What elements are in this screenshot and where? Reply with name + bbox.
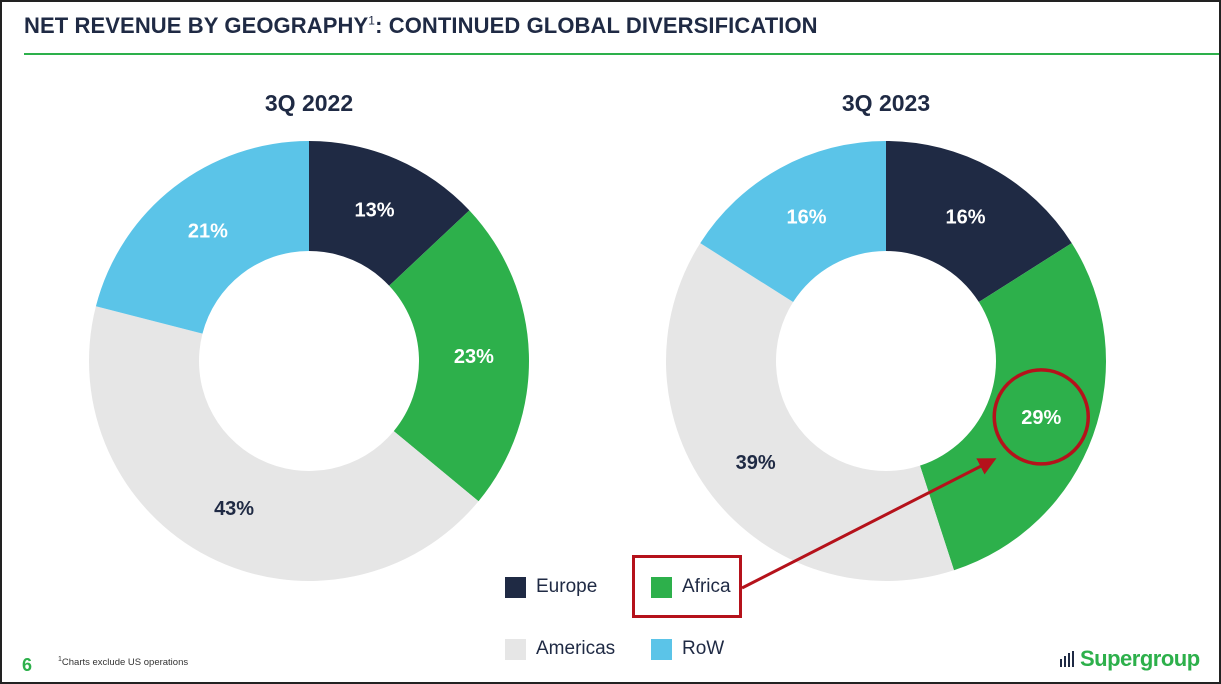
slice-label-europe: 13% [355, 200, 395, 222]
logo-text: Supergroup [1080, 646, 1200, 671]
africa-swatch-icon [651, 576, 672, 598]
slice-label-europe: 16% [945, 206, 985, 228]
slice-label-africa: 23% [454, 346, 494, 368]
donut-slice-row [95, 141, 309, 334]
slice-label-americas: 43% [214, 498, 254, 520]
donut-slice-africa [919, 243, 1106, 571]
legend-label: Americas [536, 638, 616, 659]
donut-slice-europe [309, 141, 470, 286]
supergroup-logo: Supergroup [1060, 646, 1200, 672]
africa-highlight-box [632, 555, 742, 618]
legend-item-row: RoW [651, 638, 724, 660]
slice-label-americas: 39% [736, 452, 776, 474]
americas-swatch-icon [505, 638, 526, 660]
logo-bars-icon [1060, 651, 1076, 667]
legend-label: Europe [536, 576, 598, 597]
chart-title: 3Q 2022 [265, 90, 353, 116]
donut-slice-americas [666, 243, 954, 581]
legend-label: Africa [682, 576, 731, 597]
donut-slice-africa [389, 210, 529, 502]
chart-title: 3Q 2023 [842, 90, 930, 116]
row-swatch-icon [651, 638, 672, 660]
donut-slice-europe [886, 141, 1072, 303]
donut-slice-row [700, 141, 886, 303]
slide-title: NET REVENUE BY GEOGRAPHY1: CONTINUED GLO… [24, 13, 818, 38]
slice-label-row: 21% [188, 221, 228, 243]
legend-item-africa: Africa [651, 576, 731, 598]
legend-label: RoW [682, 638, 725, 659]
legend-item-europe: Europe [505, 576, 597, 598]
donut-slice-americas [88, 306, 479, 581]
legend-item-americas: Americas [505, 638, 615, 660]
title-underline [24, 53, 1219, 55]
highlight-arrow [741, 458, 997, 590]
europe-swatch-icon [505, 576, 526, 598]
highlight-circle [992, 368, 1090, 466]
page-number: 6 [22, 655, 33, 675]
slice-label-africa: 29% [1021, 407, 1061, 429]
footnote: 1Charts exclude US operations [58, 656, 189, 669]
slice-label-row: 16% [786, 206, 826, 228]
